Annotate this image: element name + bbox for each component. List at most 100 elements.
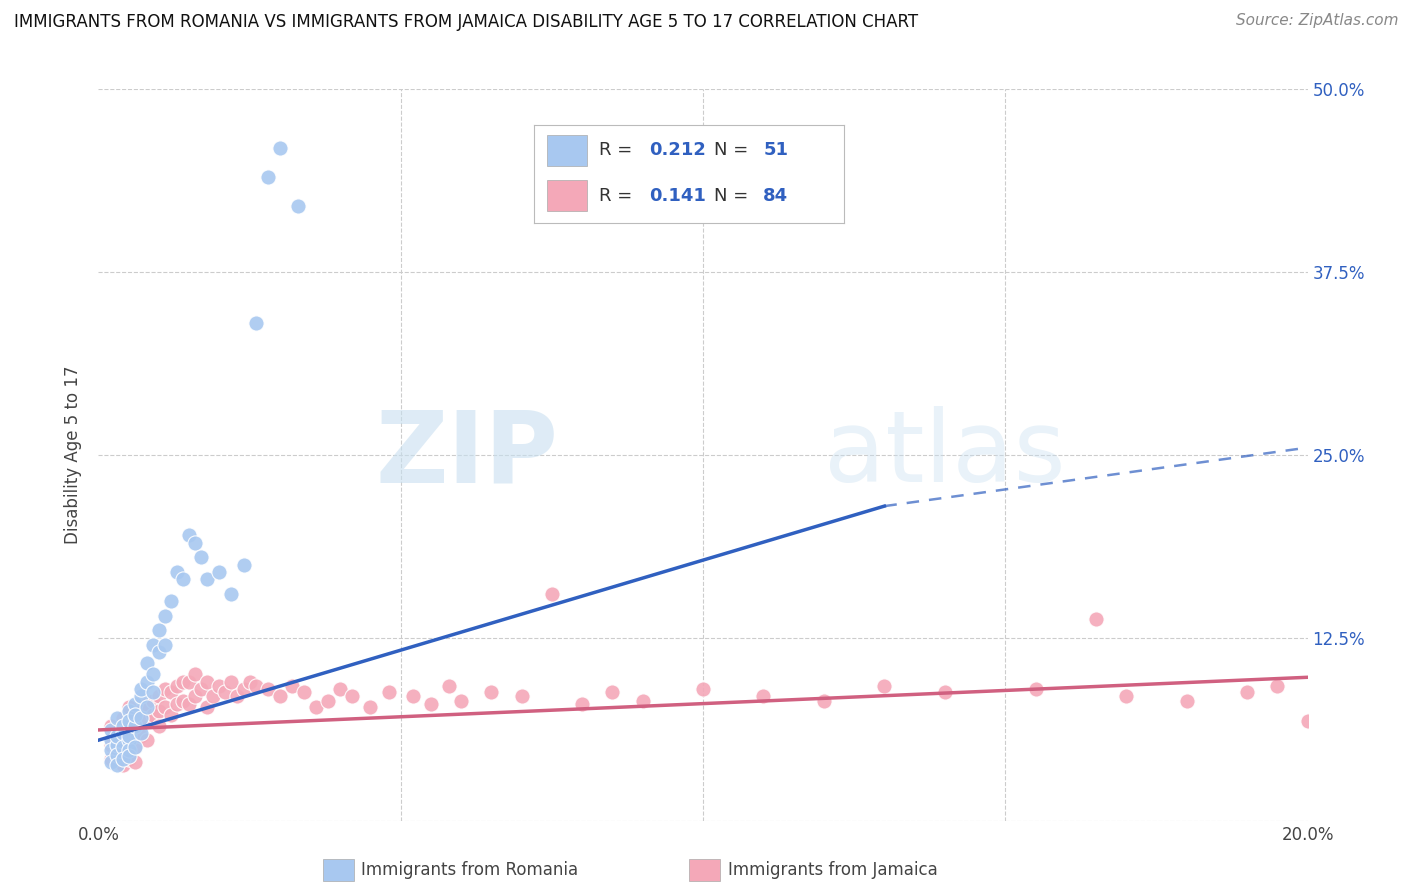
Point <box>281 679 304 693</box>
Point <box>100 752 122 766</box>
Point <box>148 624 170 638</box>
Point <box>256 169 278 184</box>
Point <box>377 685 399 699</box>
Point <box>160 685 183 699</box>
Text: Immigrants from Romania: Immigrants from Romania <box>361 861 578 879</box>
Point <box>135 699 157 714</box>
Point <box>135 714 157 728</box>
Text: 0.141: 0.141 <box>648 186 706 204</box>
Point <box>118 733 141 747</box>
Point <box>232 681 254 696</box>
Point <box>135 697 157 711</box>
Point <box>100 738 122 752</box>
Point <box>202 690 225 704</box>
Point <box>129 718 152 732</box>
Point <box>934 685 956 699</box>
Point <box>135 674 157 689</box>
Point <box>172 694 194 708</box>
Point <box>184 535 207 549</box>
Point <box>111 711 134 725</box>
Point <box>245 679 267 693</box>
Point <box>142 708 165 723</box>
Point <box>124 708 146 723</box>
Point <box>105 729 128 743</box>
Point <box>540 587 562 601</box>
Point <box>172 674 194 689</box>
Point <box>148 704 170 718</box>
Point <box>402 690 425 704</box>
Point <box>100 723 122 737</box>
Text: Immigrants from Jamaica: Immigrants from Jamaica <box>728 861 938 879</box>
Text: 51: 51 <box>763 142 789 160</box>
Point <box>142 638 165 652</box>
Point <box>179 674 201 689</box>
Point <box>510 690 533 704</box>
Point <box>100 755 122 769</box>
Text: IMMIGRANTS FROM ROMANIA VS IMMIGRANTS FROM JAMAICA DISABILITY AGE 5 TO 17 CORREL: IMMIGRANTS FROM ROMANIA VS IMMIGRANTS FR… <box>14 13 918 31</box>
Point <box>124 708 146 723</box>
Point <box>124 740 146 755</box>
Point <box>153 638 176 652</box>
Point <box>190 550 212 565</box>
Point <box>813 694 835 708</box>
Point <box>166 679 188 693</box>
Point <box>111 747 134 762</box>
Point <box>292 685 315 699</box>
Point <box>179 697 201 711</box>
Point <box>195 572 218 586</box>
Point <box>208 679 231 693</box>
Point <box>226 690 249 704</box>
Point <box>105 711 128 725</box>
Point <box>166 565 188 579</box>
Point <box>1115 690 1137 704</box>
Point <box>142 667 165 681</box>
Point <box>124 697 146 711</box>
Point <box>111 758 134 772</box>
Point <box>239 674 262 689</box>
Point <box>602 685 624 699</box>
Point <box>184 690 207 704</box>
Y-axis label: Disability Age 5 to 17: Disability Age 5 to 17 <box>65 366 83 544</box>
Text: 84: 84 <box>763 186 789 204</box>
Point <box>118 752 141 766</box>
Point <box>129 690 152 704</box>
Point <box>1175 694 1198 708</box>
Point <box>221 587 243 601</box>
Point <box>195 699 218 714</box>
Point <box>129 729 152 743</box>
Point <box>118 729 141 743</box>
Point <box>1085 612 1108 626</box>
Point <box>245 316 267 330</box>
Point <box>118 699 141 714</box>
Text: R =: R = <box>599 186 638 204</box>
Point <box>752 690 775 704</box>
Point <box>329 681 352 696</box>
Point <box>135 656 157 670</box>
Point <box>118 718 141 732</box>
Point <box>166 697 188 711</box>
Point <box>232 558 254 572</box>
Point <box>105 758 128 772</box>
Point <box>111 726 134 740</box>
Point <box>124 718 146 732</box>
Point <box>100 733 122 747</box>
Point <box>153 681 176 696</box>
Point <box>450 694 472 708</box>
Point <box>124 726 146 740</box>
Point <box>305 699 328 714</box>
Point <box>160 594 183 608</box>
Point <box>105 743 128 757</box>
Point <box>221 674 243 689</box>
Point <box>342 690 364 704</box>
Point <box>190 681 212 696</box>
Point <box>172 572 194 586</box>
FancyBboxPatch shape <box>547 180 586 211</box>
Point <box>148 718 170 732</box>
Point <box>1296 714 1319 728</box>
Point <box>420 697 443 711</box>
Point <box>148 690 170 704</box>
Point <box>129 704 152 718</box>
Point <box>142 694 165 708</box>
Point <box>256 681 278 696</box>
Point <box>360 699 382 714</box>
